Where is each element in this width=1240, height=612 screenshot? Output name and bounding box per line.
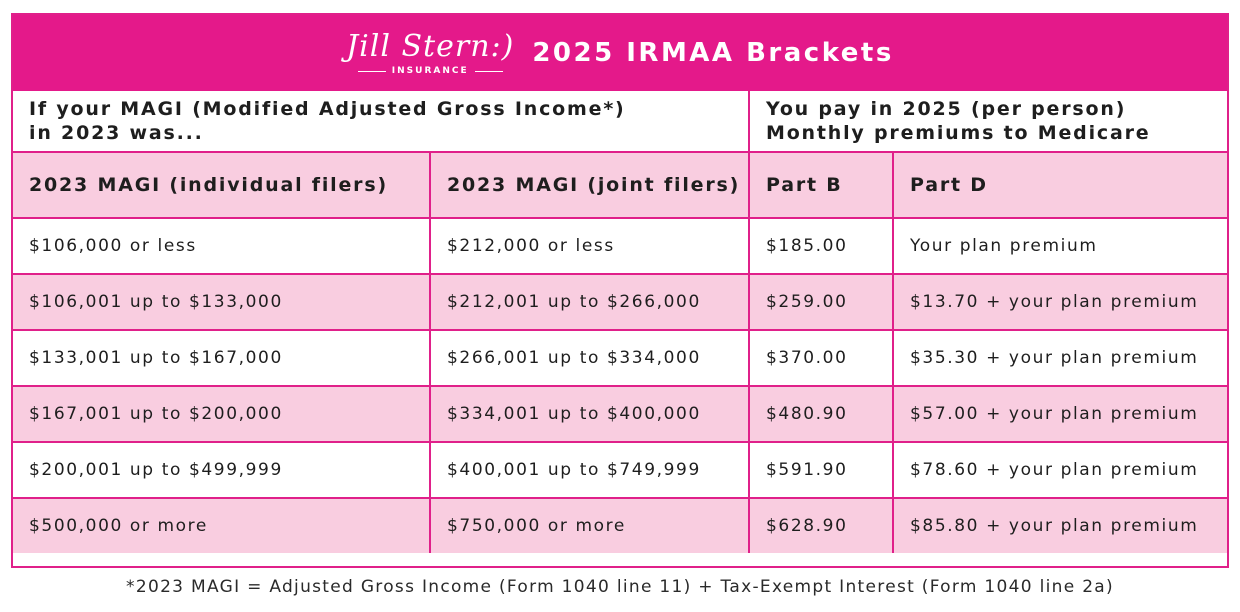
intro-premium-line1: You pay in 2025 (per person) <box>766 98 1127 120</box>
col-joint-header: 2023 MAGI (joint filers) <box>429 151 750 219</box>
intro-premium-heading: You pay in 2025 (per person) Monthly pre… <box>748 91 1227 153</box>
footnote: *2023 MAGI = Adjusted Gross Income (Form… <box>126 577 1114 597</box>
cell-part-b-premium: $591.90 <box>748 441 894 499</box>
intro-income-heading: If your MAGI (Modified Adjusted Gross In… <box>13 91 750 153</box>
cell-part-b-premium: $259.00 <box>748 273 894 331</box>
cell-part-b-premium: $370.00 <box>748 329 894 387</box>
header-banner: Jill Stern:) INSURANCE 2025 IRMAA Bracke… <box>13 15 1227 91</box>
irmaa-table: If your MAGI (Modified Adjusted Gross In… <box>13 91 1227 553</box>
logo-subtitle: INSURANCE <box>357 66 503 76</box>
cell-part-b-premium: $480.90 <box>748 385 894 443</box>
cell-part-d-premium: $13.70 + your plan premium <box>892 273 1227 331</box>
irmaa-sheet: Jill Stern:) INSURANCE 2025 IRMAA Bracke… <box>11 13 1229 568</box>
cell-part-d-premium: $78.60 + your plan premium <box>892 441 1227 499</box>
table-row: $200,001 up to $499,999 $400,001 up to $7… <box>13 441 1227 499</box>
cell-joint-income: $266,001 up to $334,000 <box>429 329 750 387</box>
intro-premium-line2: Monthly premiums to Medicare <box>766 122 1151 144</box>
intro-income-line1: If your MAGI (Modified Adjusted Gross In… <box>29 98 626 120</box>
cell-individual-income: $106,000 or less <box>13 217 431 275</box>
column-header-row: 2023 MAGI (individual filers) 2023 MAGI … <box>13 151 1227 219</box>
logo-subtitle-text: INSURANCE <box>391 66 469 76</box>
table-row: $167,001 up to $200,000 $334,001 up to $4… <box>13 385 1227 443</box>
cell-joint-income: $400,001 up to $749,999 <box>429 441 750 499</box>
cell-part-b-premium: $185.00 <box>748 217 894 275</box>
cell-part-d-premium: $35.30 + your plan premium <box>892 329 1227 387</box>
cell-joint-income: $212,000 or less <box>429 217 750 275</box>
cell-joint-income: $212,001 up to $266,000 <box>429 273 750 331</box>
cell-part-d-premium: Your plan premium <box>892 217 1227 275</box>
table-row: $106,001 up to $133,000 $212,001 up to $2… <box>13 273 1227 331</box>
col-part-b-header: Part B <box>748 151 894 219</box>
cell-part-d-premium: $57.00 + your plan premium <box>892 385 1227 443</box>
col-individual-header: 2023 MAGI (individual filers) <box>13 151 431 219</box>
cell-individual-income: $167,001 up to $200,000 <box>13 385 431 443</box>
cell-part-d-premium: $85.80 + your plan premium <box>892 497 1227 553</box>
cell-joint-income: $750,000 or more <box>429 497 750 553</box>
cell-individual-income: $106,001 up to $133,000 <box>13 273 431 331</box>
logo-rule-right <box>474 70 503 72</box>
page-title: 2025 IRMAA Brackets <box>532 38 894 68</box>
logo-script-text: Jill Stern:) <box>346 29 515 64</box>
logo-rule-left <box>357 70 386 72</box>
cell-individual-income: $200,001 up to $499,999 <box>13 441 431 499</box>
table-row: $106,000 or less $212,000 or less $185.00 Y… <box>13 217 1227 275</box>
intro-income-line2: in 2023 was... <box>29 122 204 144</box>
cell-joint-income: $334,001 up to $400,000 <box>429 385 750 443</box>
table-row: $500,000 or more $750,000 or more $628.90 $… <box>13 497 1227 553</box>
cell-individual-income: $500,000 or more <box>13 497 431 553</box>
brand-logo: Jill Stern:) INSURANCE <box>346 29 515 77</box>
table-row: $133,001 up to $167,000 $266,001 up to $3… <box>13 329 1227 387</box>
cell-part-b-premium: $628.90 <box>748 497 894 553</box>
cell-individual-income: $133,001 up to $167,000 <box>13 329 431 387</box>
intro-row: If your MAGI (Modified Adjusted Gross In… <box>13 91 1227 153</box>
table-body: $106,000 or less $212,000 or less $185.00 Y… <box>13 217 1227 553</box>
col-part-d-header: Part D <box>892 151 1227 219</box>
